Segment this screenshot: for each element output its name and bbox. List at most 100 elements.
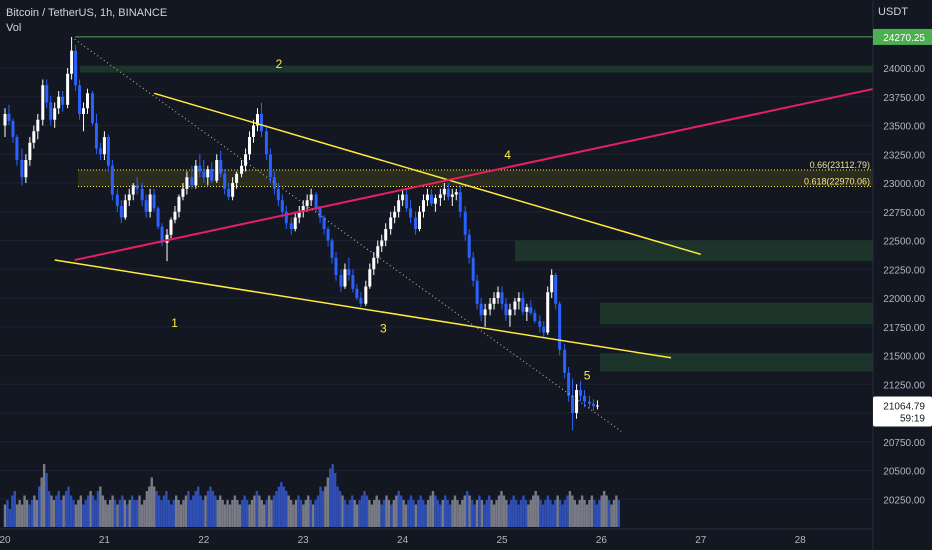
candle-body: [86, 93, 90, 109]
volume-bar: [241, 500, 244, 527]
volume-bar: [255, 491, 259, 527]
volume-bar: [219, 495, 222, 527]
candle-body: [231, 183, 235, 197]
candle-body: [343, 269, 347, 287]
candle-body: [513, 301, 517, 310]
currency-unit[interactable]: USDT: [878, 6, 908, 18]
fib-band: [78, 170, 873, 187]
symbol-title[interactable]: Bitcoin / TetherUS, 1h, BINANCE: [6, 7, 168, 19]
candle-body: [405, 194, 409, 209]
price-tick-label: 23750.00: [883, 93, 925, 104]
candle-body: [550, 275, 554, 293]
volume-bar: [123, 500, 127, 527]
volume-bar: [187, 491, 190, 527]
candle-body: [36, 119, 40, 132]
candle-body: [53, 108, 57, 120]
volume-bar: [121, 495, 124, 527]
candle-body: [309, 194, 313, 201]
fib-label: 0.618(22970.06): [804, 176, 870, 186]
volume-bar: [583, 500, 586, 527]
volume-bar: [532, 495, 535, 527]
candle-body: [579, 390, 583, 396]
volume-bar: [602, 491, 606, 527]
volume-bar: [468, 495, 471, 527]
volume-indicator-label[interactable]: Vol: [6, 22, 22, 34]
volume-bar: [343, 500, 347, 527]
candle-body: [364, 286, 368, 304]
volume-bar: [585, 504, 589, 527]
candle-body: [49, 102, 53, 120]
price-tick-label: 21500.00: [883, 352, 925, 363]
volume-bar: [424, 504, 427, 527]
candle-body: [169, 219, 173, 235]
volume-bar: [365, 495, 369, 527]
time-tick-label: 23: [298, 535, 310, 546]
candle-body: [32, 131, 36, 143]
volume-bar: [549, 500, 552, 527]
candle-body: [98, 148, 102, 155]
candle-body: [198, 165, 202, 172]
volume-bar: [612, 500, 616, 527]
volume-bar: [104, 500, 107, 527]
volume-bar: [245, 500, 249, 527]
volume-bar: [135, 500, 139, 527]
volume-bar: [206, 491, 210, 527]
volume-bar: [319, 486, 322, 527]
volume-bar: [346, 504, 349, 527]
wave-label-1: 1: [171, 316, 178, 330]
volume-bar: [463, 495, 466, 527]
candle-body: [219, 160, 223, 174]
time-tick-label: 27: [695, 535, 707, 546]
countdown-label: 59:19: [900, 414, 925, 425]
volume-bar: [299, 500, 303, 527]
candle-body: [185, 177, 189, 189]
candle-body: [41, 85, 45, 120]
candle-body: [529, 307, 533, 313]
candle-body: [508, 309, 512, 316]
last-price-badge: [873, 396, 932, 427]
volume-bar: [590, 495, 594, 527]
candle-body: [140, 188, 144, 201]
volume-bar: [209, 486, 212, 527]
volume-bar: [453, 495, 457, 527]
volume-layer: [3, 464, 621, 527]
candle-body: [255, 114, 259, 126]
volume-bar: [72, 500, 75, 527]
volume-bar: [304, 500, 308, 527]
candle-body: [215, 160, 219, 181]
volume-bar: [236, 500, 239, 527]
price-tick-label: 23000.00: [883, 179, 925, 190]
volume-bar: [13, 491, 16, 527]
volume-bar: [483, 504, 486, 527]
volume-bar: [529, 500, 532, 527]
volume-bar: [387, 500, 391, 527]
volume-bar: [165, 491, 168, 527]
price-tick-label: 22250.00: [883, 265, 925, 276]
candle-body: [297, 211, 301, 218]
volume-bar: [573, 500, 577, 527]
volume-bar: [60, 500, 63, 527]
volume-bar: [324, 486, 327, 527]
price-zone: [515, 240, 873, 262]
volume-bar: [79, 495, 83, 527]
candle-body: [314, 194, 318, 209]
volume-bar: [157, 495, 161, 527]
volume-bar: [544, 500, 547, 527]
volume-bar: [307, 495, 310, 527]
volume-bar: [561, 504, 564, 527]
volume-bar: [89, 491, 92, 527]
candle-body: [70, 50, 74, 74]
candle-body: [227, 188, 231, 197]
volume-bar: [397, 491, 400, 527]
volume-bar: [238, 504, 241, 527]
volume-bar: [140, 504, 144, 527]
volume-bar: [448, 504, 452, 527]
volume-bar: [189, 500, 193, 527]
volume-bar: [84, 500, 87, 527]
volume-bar: [8, 509, 12, 527]
time-axis: 20 21 22 23 24 25 26 27 28: [0, 528, 873, 546]
volume-bar: [466, 491, 469, 527]
volume-bar: [363, 491, 366, 527]
volume-bar: [507, 504, 510, 527]
